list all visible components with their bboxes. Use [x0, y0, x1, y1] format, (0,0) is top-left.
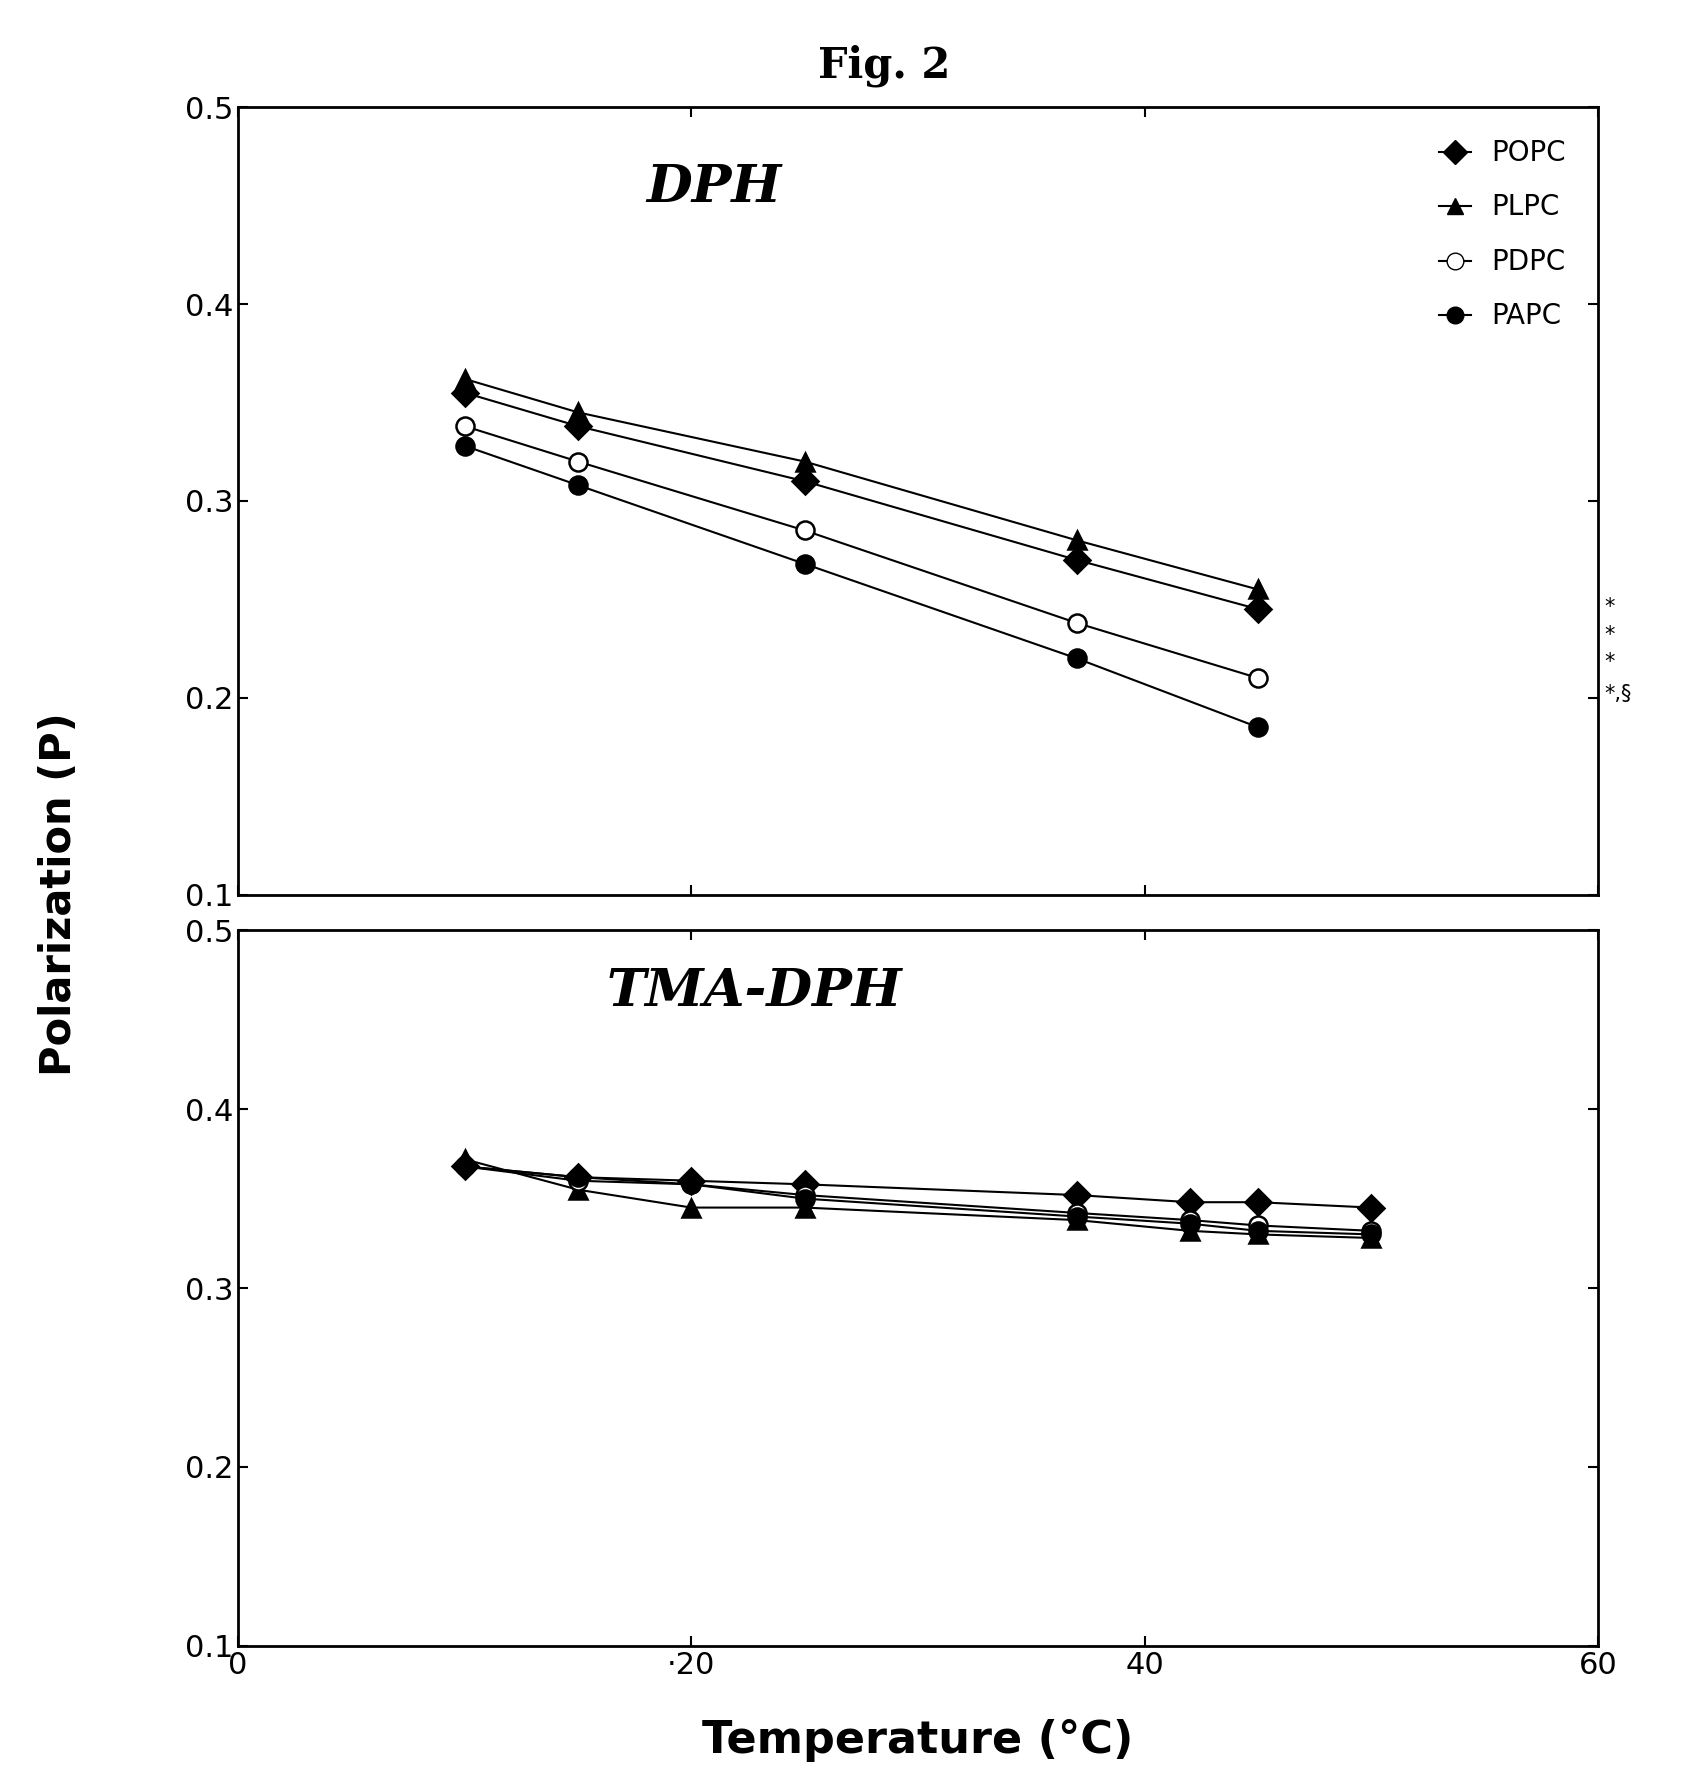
Text: TMA-DPH: TMA-DPH	[607, 966, 903, 1018]
Text: *: *	[1605, 598, 1615, 617]
Text: *: *	[1605, 624, 1615, 644]
Text: Polarization (P): Polarization (P)	[39, 712, 80, 1077]
Text: *: *	[1605, 653, 1615, 673]
Text: DPH: DPH	[646, 163, 782, 213]
Text: Fig. 2: Fig. 2	[818, 45, 950, 88]
Text: Temperature (°C): Temperature (°C)	[702, 1719, 1134, 1762]
Text: *,§: *,§	[1605, 683, 1632, 703]
Legend: POPC, PLPC, PDPC, PAPC: POPC, PLPC, PDPC, PAPC	[1428, 129, 1578, 340]
